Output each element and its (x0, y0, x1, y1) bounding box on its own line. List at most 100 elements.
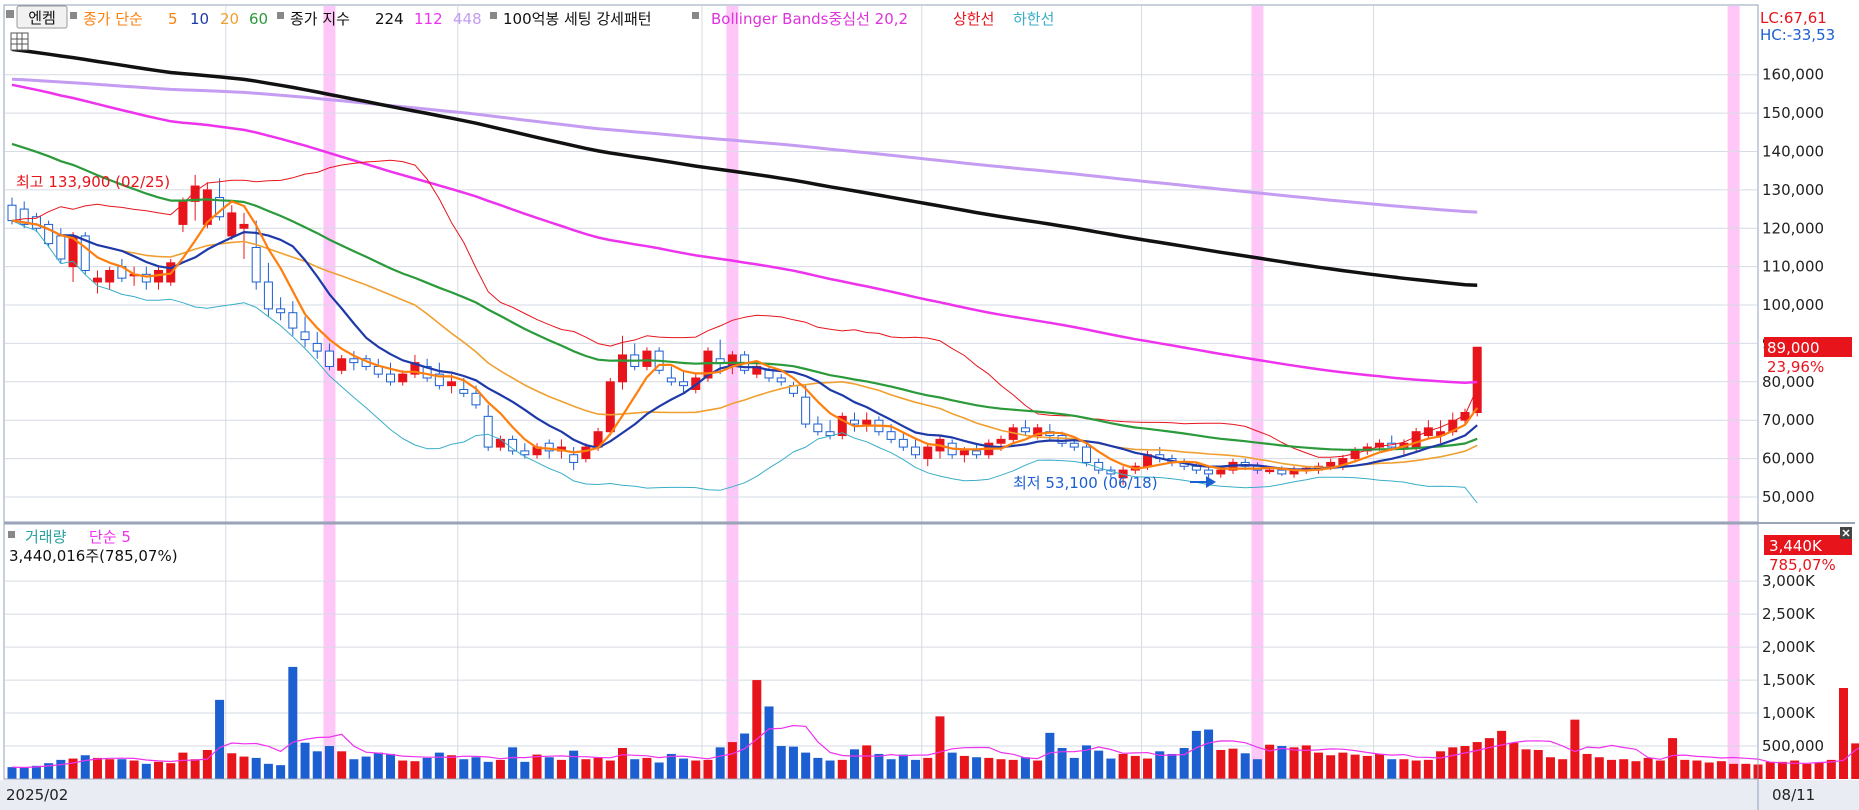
candle-body (7, 204, 17, 222)
grid-lines (5, 6, 1757, 779)
candle-body (92, 277, 102, 283)
volume-bar (1204, 729, 1214, 779)
candle-body (1375, 442, 1385, 448)
ma10-period[interactable]: 10 (190, 10, 209, 28)
volume-bar (874, 753, 884, 779)
pattern-square-icon (490, 12, 497, 19)
ma5-period[interactable]: 5 (168, 10, 178, 28)
volume-bar (312, 751, 322, 779)
stock-name-button[interactable] (16, 5, 68, 29)
current-volume-change: 785,07% (1769, 556, 1836, 574)
ema-label[interactable]: 종가 지수 (290, 10, 350, 28)
volume-bar (740, 733, 750, 779)
volume-bar (1216, 749, 1226, 779)
volume-ma-label[interactable]: 단순 5 (89, 528, 131, 546)
volume-bar (1057, 748, 1067, 779)
candle-body (178, 200, 188, 225)
volume-bar (44, 763, 54, 779)
bb-lower-line (11, 220, 1478, 504)
volume-bar (1289, 747, 1299, 779)
volume-bar (1692, 760, 1702, 779)
volume-bar (141, 763, 151, 779)
candle-body (520, 450, 530, 456)
volume-bar (1826, 759, 1836, 779)
candle-body (849, 419, 859, 425)
volume-bar (1228, 748, 1238, 779)
volume-bar (239, 756, 249, 779)
ema224-period[interactable]: 224 (375, 10, 404, 28)
volume-bar (1399, 759, 1409, 779)
volume-bar (1033, 760, 1043, 779)
candle-body (801, 396, 811, 425)
volume-bar (251, 757, 261, 779)
candle-body (1472, 346, 1482, 414)
candle-body (434, 373, 444, 387)
price-tick-label: 110,000 (1762, 258, 1824, 276)
bb-upper-label[interactable]: 상한선 (953, 10, 994, 28)
candle (849, 412, 859, 432)
bb-lower-label[interactable]: 하한선 (1013, 10, 1054, 28)
volume-bar (324, 746, 334, 779)
candle (349, 351, 359, 371)
price-tick-label: 160,000 (1762, 66, 1824, 84)
candle-body (642, 350, 652, 367)
candle (1460, 408, 1470, 425)
candle-body (1020, 427, 1030, 433)
volume-tick-label: 1,000K (1762, 704, 1816, 722)
volume-bar (19, 767, 29, 779)
x-axis-strip (0, 780, 1859, 810)
volume-bar (1607, 759, 1617, 779)
volume-bar (276, 765, 286, 779)
bb-label[interactable]: Bollinger Bands중심선 20,2 (711, 10, 908, 28)
volume-bar (410, 761, 420, 779)
volume-bar (947, 752, 957, 779)
volume-bar (679, 758, 689, 779)
candle-body (447, 381, 457, 387)
candle (483, 404, 493, 451)
volume-bar (1020, 757, 1030, 779)
candle-body (56, 235, 66, 260)
volume-tick-label: 500,000 (1762, 737, 1824, 755)
volume-bar (1460, 746, 1470, 779)
candle-body (1033, 427, 1043, 437)
candle-body (312, 342, 322, 352)
candle-body (813, 423, 823, 433)
volume-bar (1191, 730, 1201, 779)
volume-bar (56, 759, 66, 779)
candle-body (862, 419, 872, 425)
candle-body (618, 354, 627, 383)
candle-body (471, 392, 481, 406)
volume-bar (1594, 757, 1604, 779)
bb-upper-line (11, 159, 1478, 458)
volume-bar (495, 759, 505, 779)
price-tick-label: 100,000 (1762, 296, 1824, 314)
ma-label[interactable]: 종가 단순 (83, 10, 143, 28)
ema448-period[interactable]: 448 (453, 10, 482, 28)
volume-bar (581, 759, 591, 779)
volume-bar (1814, 762, 1824, 779)
volume-bar (1008, 759, 1018, 779)
candle (276, 297, 286, 321)
volume-bar (1179, 748, 1189, 779)
hc-readout: HC:-33,53 (1760, 26, 1835, 44)
candle (324, 343, 334, 371)
candle (1423, 420, 1433, 440)
volume-bar (1668, 738, 1678, 779)
volume-bar (1106, 758, 1116, 779)
volume-bar (569, 750, 579, 779)
volume-bar (1802, 763, 1812, 779)
volume-tick-label: 1,500K (1762, 671, 1816, 689)
ma5-line (11, 200, 1479, 472)
candle (19, 201, 29, 229)
ma20-period[interactable]: 20 (220, 10, 239, 28)
volume-bar (1069, 757, 1079, 779)
pattern-label[interactable]: 100억봉 세팅 강세패턴 (503, 10, 652, 28)
ema112-period[interactable]: 112 (414, 10, 443, 28)
grid-table-icon[interactable] (10, 32, 29, 51)
volume-bar (1765, 761, 1775, 779)
volume-title[interactable]: 거래량 (25, 528, 67, 546)
volume-bar (1558, 759, 1568, 779)
ma60-period[interactable]: 60 (249, 10, 268, 28)
volume-bar (105, 759, 115, 779)
price-tick-label: 60,000 (1762, 450, 1815, 468)
